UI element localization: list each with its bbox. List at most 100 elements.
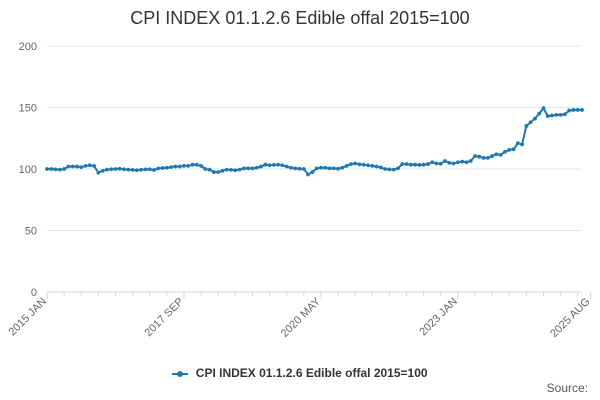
data-point[interactable]: [169, 165, 174, 170]
data-point[interactable]: [233, 168, 238, 173]
data-point[interactable]: [383, 167, 388, 171]
data-point[interactable]: [413, 162, 417, 167]
data-point[interactable]: [130, 167, 135, 172]
data-point[interactable]: [520, 142, 524, 147]
data-point[interactable]: [199, 164, 203, 168]
data-point[interactable]: [366, 163, 370, 168]
data-point[interactable]: [327, 166, 332, 171]
data-point[interactable]: [250, 166, 255, 171]
data-point[interactable]: [451, 161, 456, 166]
data-point[interactable]: [164, 165, 169, 170]
data-point[interactable]: [554, 112, 559, 117]
data-point[interactable]: [289, 165, 293, 170]
data-point[interactable]: [426, 162, 430, 166]
data-point[interactable]: [267, 163, 272, 168]
data-point[interactable]: [494, 152, 499, 157]
data-point[interactable]: [391, 167, 396, 172]
data-point[interactable]: [460, 159, 465, 164]
data-point[interactable]: [396, 166, 400, 171]
data-point[interactable]: [280, 163, 285, 168]
data-point[interactable]: [186, 164, 191, 168]
data-point[interactable]: [357, 162, 362, 167]
data-point[interactable]: [374, 164, 379, 169]
data-point[interactable]: [353, 161, 358, 166]
data-point[interactable]: [246, 166, 251, 171]
data-point[interactable]: [507, 148, 512, 152]
data-point[interactable]: [241, 166, 246, 171]
data-point[interactable]: [105, 167, 109, 172]
data-point[interactable]: [79, 165, 84, 170]
data-point[interactable]: [485, 156, 490, 160]
data-point[interactable]: [348, 162, 353, 166]
data-point[interactable]: [190, 162, 195, 167]
data-point[interactable]: [400, 162, 405, 166]
data-point[interactable]: [173, 164, 178, 169]
data-point[interactable]: [340, 165, 345, 170]
data-point[interactable]: [224, 167, 229, 172]
data-point[interactable]: [404, 162, 409, 166]
data-point[interactable]: [92, 164, 96, 168]
data-point[interactable]: [53, 167, 58, 172]
data-point[interactable]: [143, 167, 148, 172]
data-point[interactable]: [528, 120, 533, 125]
data-point[interactable]: [271, 163, 276, 167]
data-point[interactable]: [57, 167, 62, 172]
data-point[interactable]: [447, 160, 452, 165]
data-point[interactable]: [533, 116, 537, 121]
data-point[interactable]: [378, 165, 383, 170]
data-point[interactable]: [160, 166, 165, 170]
data-point[interactable]: [212, 170, 216, 174]
data-point[interactable]: [297, 166, 302, 171]
data-point[interactable]: [259, 164, 263, 169]
data-point[interactable]: [276, 162, 281, 167]
data-point[interactable]: [550, 113, 554, 118]
data-point[interactable]: [139, 167, 144, 172]
data-point[interactable]: [310, 170, 315, 174]
data-point[interactable]: [498, 152, 503, 157]
data-point[interactable]: [541, 106, 546, 111]
data-point[interactable]: [207, 167, 212, 172]
data-point[interactable]: [113, 167, 118, 171]
data-point[interactable]: [49, 167, 54, 171]
data-point[interactable]: [134, 168, 139, 173]
data-point[interactable]: [70, 164, 75, 169]
data-point[interactable]: [455, 160, 460, 165]
data-point[interactable]: [293, 166, 298, 171]
data-point[interactable]: [336, 166, 340, 171]
data-point[interactable]: [284, 164, 289, 169]
data-point[interactable]: [408, 162, 413, 167]
data-point[interactable]: [545, 114, 550, 119]
data-point[interactable]: [147, 167, 152, 172]
data-point[interactable]: [75, 164, 79, 169]
data-point[interactable]: [194, 162, 199, 167]
data-point[interactable]: [468, 159, 473, 163]
data-point[interactable]: [152, 168, 156, 172]
data-point[interactable]: [109, 167, 114, 172]
data-point[interactable]: [306, 172, 310, 177]
data-point[interactable]: [254, 165, 259, 170]
data-point[interactable]: [503, 149, 507, 154]
data-point[interactable]: [443, 159, 447, 163]
data-point[interactable]: [331, 166, 336, 171]
data-point[interactable]: [177, 164, 182, 169]
data-point[interactable]: [524, 124, 529, 128]
data-point[interactable]: [434, 161, 439, 166]
data-point[interactable]: [229, 167, 233, 172]
data-point[interactable]: [62, 167, 67, 171]
data-point[interactable]: [301, 167, 306, 171]
data-point[interactable]: [370, 164, 375, 168]
data-point[interactable]: [580, 108, 584, 112]
data-point[interactable]: [473, 154, 477, 158]
data-point[interactable]: [66, 164, 71, 169]
data-point[interactable]: [344, 164, 349, 168]
data-point[interactable]: [314, 166, 319, 171]
data-point[interactable]: [477, 154, 482, 159]
data-point[interactable]: [490, 154, 495, 158]
data-point[interactable]: [421, 162, 426, 167]
data-point[interactable]: [567, 108, 572, 113]
data-point[interactable]: [122, 167, 126, 172]
data-point[interactable]: [571, 108, 576, 112]
data-point[interactable]: [203, 167, 208, 171]
data-point[interactable]: [96, 170, 101, 175]
data-point[interactable]: [417, 163, 422, 167]
